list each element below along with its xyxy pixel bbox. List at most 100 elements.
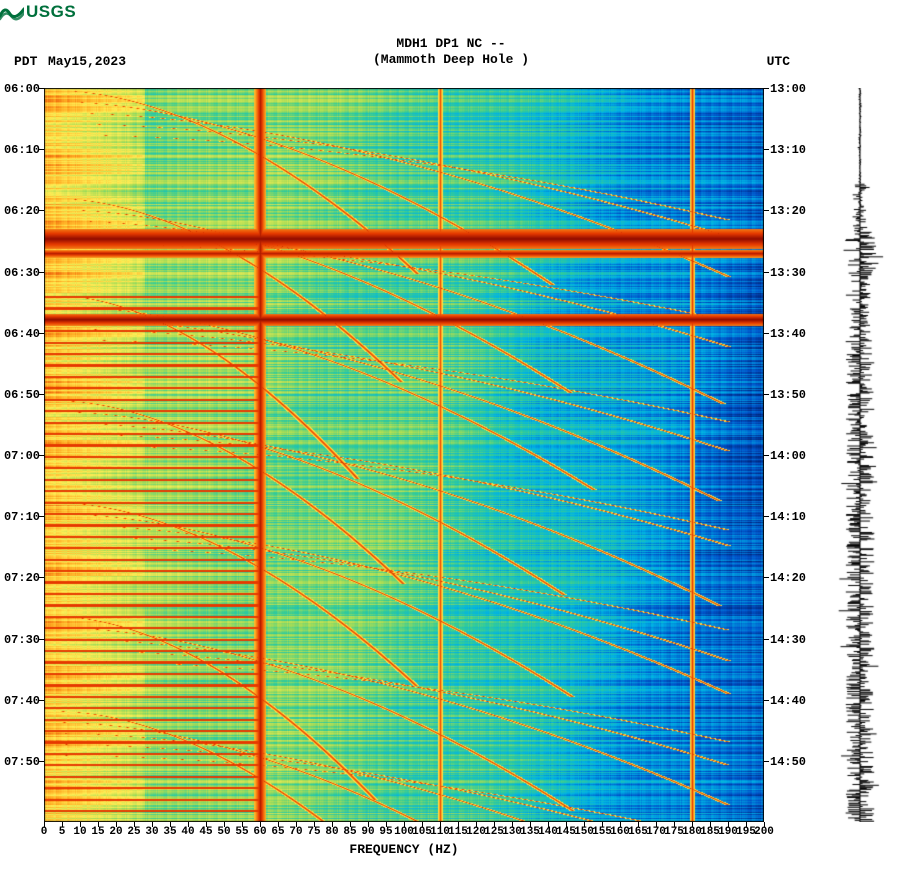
tick-mark [512, 822, 513, 827]
seismogram-canvas [830, 88, 890, 822]
y-tick-left: 06:30 [0, 266, 40, 280]
tick-mark [39, 149, 44, 150]
tick-mark [116, 822, 117, 827]
tick-mark [39, 639, 44, 640]
tick-mark [494, 822, 495, 827]
x-tick: 115 [448, 826, 468, 838]
tick-mark [39, 761, 44, 762]
x-tick: 60 [253, 826, 266, 838]
tick-mark [404, 822, 405, 827]
tick-mark [39, 577, 44, 578]
tick-mark [764, 455, 769, 456]
tick-mark [39, 455, 44, 456]
tick-mark [278, 822, 279, 827]
tick-mark [656, 822, 657, 827]
tick-mark [584, 822, 585, 827]
tick-mark [764, 210, 769, 211]
x-tick: 40 [181, 826, 194, 838]
y-tick-left: 07:40 [0, 694, 40, 708]
x-axis-title: FREQUENCY (HZ) [44, 842, 764, 857]
y-tick-left: 06:00 [0, 82, 40, 96]
tick-mark [566, 822, 567, 827]
y-tick-right: 14:10 [770, 510, 806, 524]
header-line-1: MDH1 DP1 NC -- [0, 36, 902, 52]
y-tick-right: 13:10 [770, 143, 806, 157]
tick-mark [764, 822, 765, 827]
tick-mark [764, 333, 769, 334]
tick-mark [332, 822, 333, 827]
tick-mark [62, 822, 63, 827]
y-tick-right: 14:00 [770, 449, 806, 463]
y-tick-left: 07:00 [0, 449, 40, 463]
tick-mark [134, 822, 135, 827]
x-tick: 185 [700, 826, 720, 838]
y-tick-left: 06:10 [0, 143, 40, 157]
tick-mark [368, 822, 369, 827]
x-tick: 85 [343, 826, 356, 838]
usgs-logo: USGS [0, 0, 76, 24]
tick-mark [638, 822, 639, 827]
x-tick: 45 [199, 826, 212, 838]
y-tick-left: 06:40 [0, 327, 40, 341]
tick-mark [764, 272, 769, 273]
x-tick: 200 [754, 826, 774, 838]
x-tick: 165 [628, 826, 648, 838]
x-tick: 190 [718, 826, 738, 838]
y-tick-right: 13:30 [770, 266, 806, 280]
tick-mark [764, 149, 769, 150]
tick-mark [152, 822, 153, 827]
y-tick-left: 06:50 [0, 388, 40, 402]
y-tick-left: 06:20 [0, 204, 40, 218]
page: USGS MDH1 DP1 NC -- (Mammoth Deep Hole )… [0, 0, 902, 893]
x-tick: 135 [520, 826, 540, 838]
y-tick-left: 07:10 [0, 510, 40, 524]
x-tick: 65 [271, 826, 284, 838]
wave-icon [0, 3, 24, 21]
x-tick: 170 [646, 826, 666, 838]
y-tick-right: 13:50 [770, 388, 806, 402]
tick-mark [710, 822, 711, 827]
tick-mark [458, 822, 459, 827]
tick-mark [764, 761, 769, 762]
tick-mark [206, 822, 207, 827]
tick-mark [530, 822, 531, 827]
tick-mark [764, 394, 769, 395]
x-tick: 140 [538, 826, 558, 838]
x-tick: 155 [592, 826, 612, 838]
x-tick: 35 [163, 826, 176, 838]
x-tick: 5 [59, 826, 66, 838]
tick-mark [39, 272, 44, 273]
tick-mark [39, 210, 44, 211]
x-tick: 120 [466, 826, 486, 838]
tick-mark [620, 822, 621, 827]
x-tick: 95 [379, 826, 392, 838]
tick-mark [476, 822, 477, 827]
y-tick-right: 14:50 [770, 755, 806, 769]
x-tick: 50 [217, 826, 230, 838]
tick-mark [39, 516, 44, 517]
y-tick-right: 14:20 [770, 571, 806, 585]
tz-right: UTC [767, 54, 790, 69]
x-tick: 25 [127, 826, 140, 838]
y-tick-right: 13:20 [770, 204, 806, 218]
y-tick-left: 07:20 [0, 571, 40, 585]
x-tick: 20 [109, 826, 122, 838]
tick-mark [674, 822, 675, 827]
tick-mark [170, 822, 171, 827]
tick-mark [314, 822, 315, 827]
tick-mark [350, 822, 351, 827]
x-tick: 80 [325, 826, 338, 838]
x-tick: 180 [682, 826, 702, 838]
seismogram-trace [830, 88, 890, 822]
tick-mark [386, 822, 387, 827]
tick-mark [422, 822, 423, 827]
y-tick-right: 14:30 [770, 633, 806, 647]
spectrogram-plot [44, 88, 764, 822]
tick-mark [39, 333, 44, 334]
y-tick-left: 07:30 [0, 633, 40, 647]
y-tick-right: 13:40 [770, 327, 806, 341]
tick-mark [764, 88, 769, 89]
logo-text: USGS [26, 2, 76, 22]
tz-left: PDT [14, 54, 37, 69]
x-tick: 160 [610, 826, 630, 838]
